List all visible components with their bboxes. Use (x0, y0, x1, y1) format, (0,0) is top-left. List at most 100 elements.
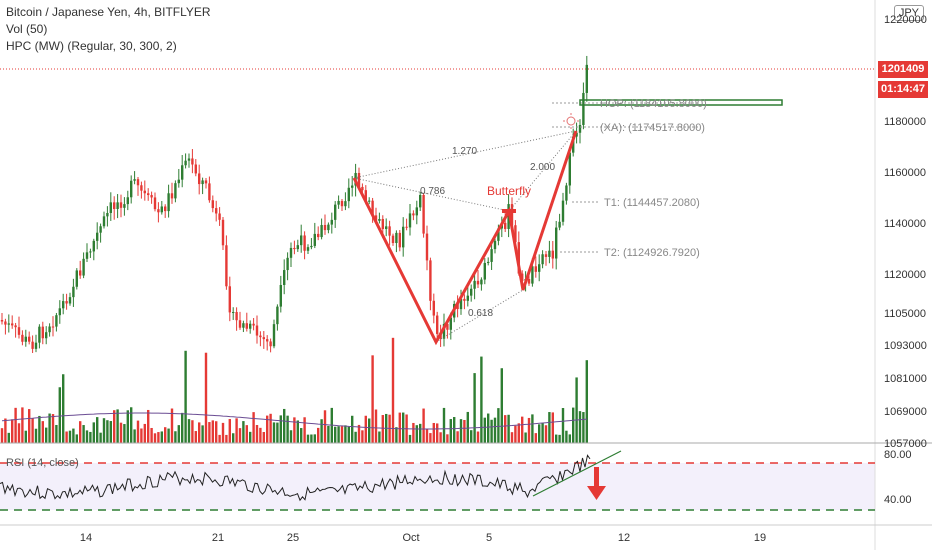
candle-body (405, 226, 408, 228)
candle-body (232, 312, 235, 314)
candle-body (55, 315, 58, 327)
candle-body (11, 323, 14, 326)
volume-bar (259, 427, 262, 443)
volume-bar (262, 432, 265, 443)
candle-body (303, 235, 306, 251)
candle-body (551, 250, 554, 259)
candle-body (296, 245, 299, 250)
volume-bar (419, 423, 422, 443)
volume-bar (89, 431, 92, 443)
volume-bar (147, 409, 150, 443)
candle-body (68, 297, 72, 304)
candle-body (249, 323, 252, 329)
volume-bar (191, 420, 194, 443)
volume-bar (558, 434, 561, 443)
candle-body (170, 193, 174, 199)
volume-bar (72, 428, 75, 443)
volume-bar (442, 407, 446, 443)
volume-bar (17, 423, 21, 443)
volume-bar (327, 425, 330, 443)
volume-bar (582, 412, 585, 443)
volume-bar (439, 432, 442, 443)
volume-bar (68, 430, 72, 443)
volume-bar (225, 434, 228, 443)
rsi-scale-40: 40.00 (884, 494, 912, 506)
volume-bar (334, 426, 337, 443)
candle-body (483, 262, 486, 280)
candle-body (0, 320, 4, 322)
rsi-trendline (532, 450, 622, 497)
volume-bar (45, 427, 48, 443)
time-axis-label: 14 (80, 532, 92, 544)
candle-body (473, 280, 476, 289)
candle-body (490, 249, 493, 262)
volume-bar (133, 429, 136, 443)
candle-body (493, 240, 497, 250)
currency-button[interactable]: JPY (893, 5, 924, 21)
candle-body (143, 190, 146, 194)
volume-bar (7, 432, 10, 443)
candle-body (385, 226, 388, 230)
candle-body (208, 183, 211, 201)
legend-hpc[interactable]: HPC (MW) (Regular, 30, 300, 2) (6, 39, 177, 53)
volume-bar (242, 421, 245, 443)
volume-bar (62, 374, 65, 443)
candle-body (330, 219, 333, 225)
candle-body (395, 232, 398, 244)
volume-bar (565, 430, 568, 443)
volume-bar (269, 413, 272, 443)
volume-bar (218, 434, 221, 443)
candle-body (357, 172, 361, 187)
candle-body (262, 337, 265, 340)
candle-body (41, 326, 44, 339)
volume-bar (534, 433, 537, 443)
price-scale-label: 1180000 (884, 116, 926, 128)
candle-body (456, 303, 459, 310)
candle-body (48, 326, 51, 333)
legend-title[interactable]: Bitcoin / Japanese Yen, 4h, BITFLYER (6, 5, 211, 19)
volume-bar (82, 425, 85, 443)
candle-body (351, 185, 354, 188)
rsi-label[interactable]: RSI (14, close) (6, 457, 79, 469)
volume-bar (422, 408, 425, 443)
candle-body (514, 225, 517, 243)
candle-body (242, 323, 245, 328)
volume-bar (568, 434, 571, 443)
price-scale-label: 1093000 (884, 340, 927, 352)
time-axis-label: 19 (754, 532, 766, 544)
volume-bar (198, 422, 201, 443)
candle-body (113, 202, 116, 210)
legend-volume[interactable]: Vol (50) (6, 22, 48, 36)
volume-bar (38, 415, 41, 443)
volume-bar (538, 424, 541, 443)
candle-body (548, 250, 551, 257)
volume-bar (170, 408, 174, 443)
volume-bar (555, 434, 558, 443)
candle-body (575, 132, 578, 137)
candle-body (432, 300, 435, 316)
candle-body (466, 295, 469, 301)
candle-body (160, 206, 163, 213)
candle-body (75, 270, 78, 287)
volume-bar (153, 433, 157, 443)
volume-bar (521, 416, 524, 443)
candle-body (347, 187, 350, 202)
candle-body (89, 251, 92, 253)
volume-bar (187, 419, 191, 443)
candle-body (470, 288, 473, 296)
time-axis-label: Oct (402, 532, 419, 544)
candle-body (459, 298, 463, 310)
candle-body (391, 235, 395, 244)
volume-bar (436, 423, 439, 443)
candle-body (510, 204, 514, 226)
candle-body (72, 286, 75, 298)
volume-bar (160, 431, 163, 443)
candle-body (327, 224, 330, 231)
volume-bar (283, 408, 286, 443)
candle-body (7, 323, 10, 325)
time-axis-label: 5 (486, 532, 492, 544)
volume-bar (446, 434, 449, 443)
candle-body (568, 152, 571, 186)
volume-bar (378, 431, 381, 443)
